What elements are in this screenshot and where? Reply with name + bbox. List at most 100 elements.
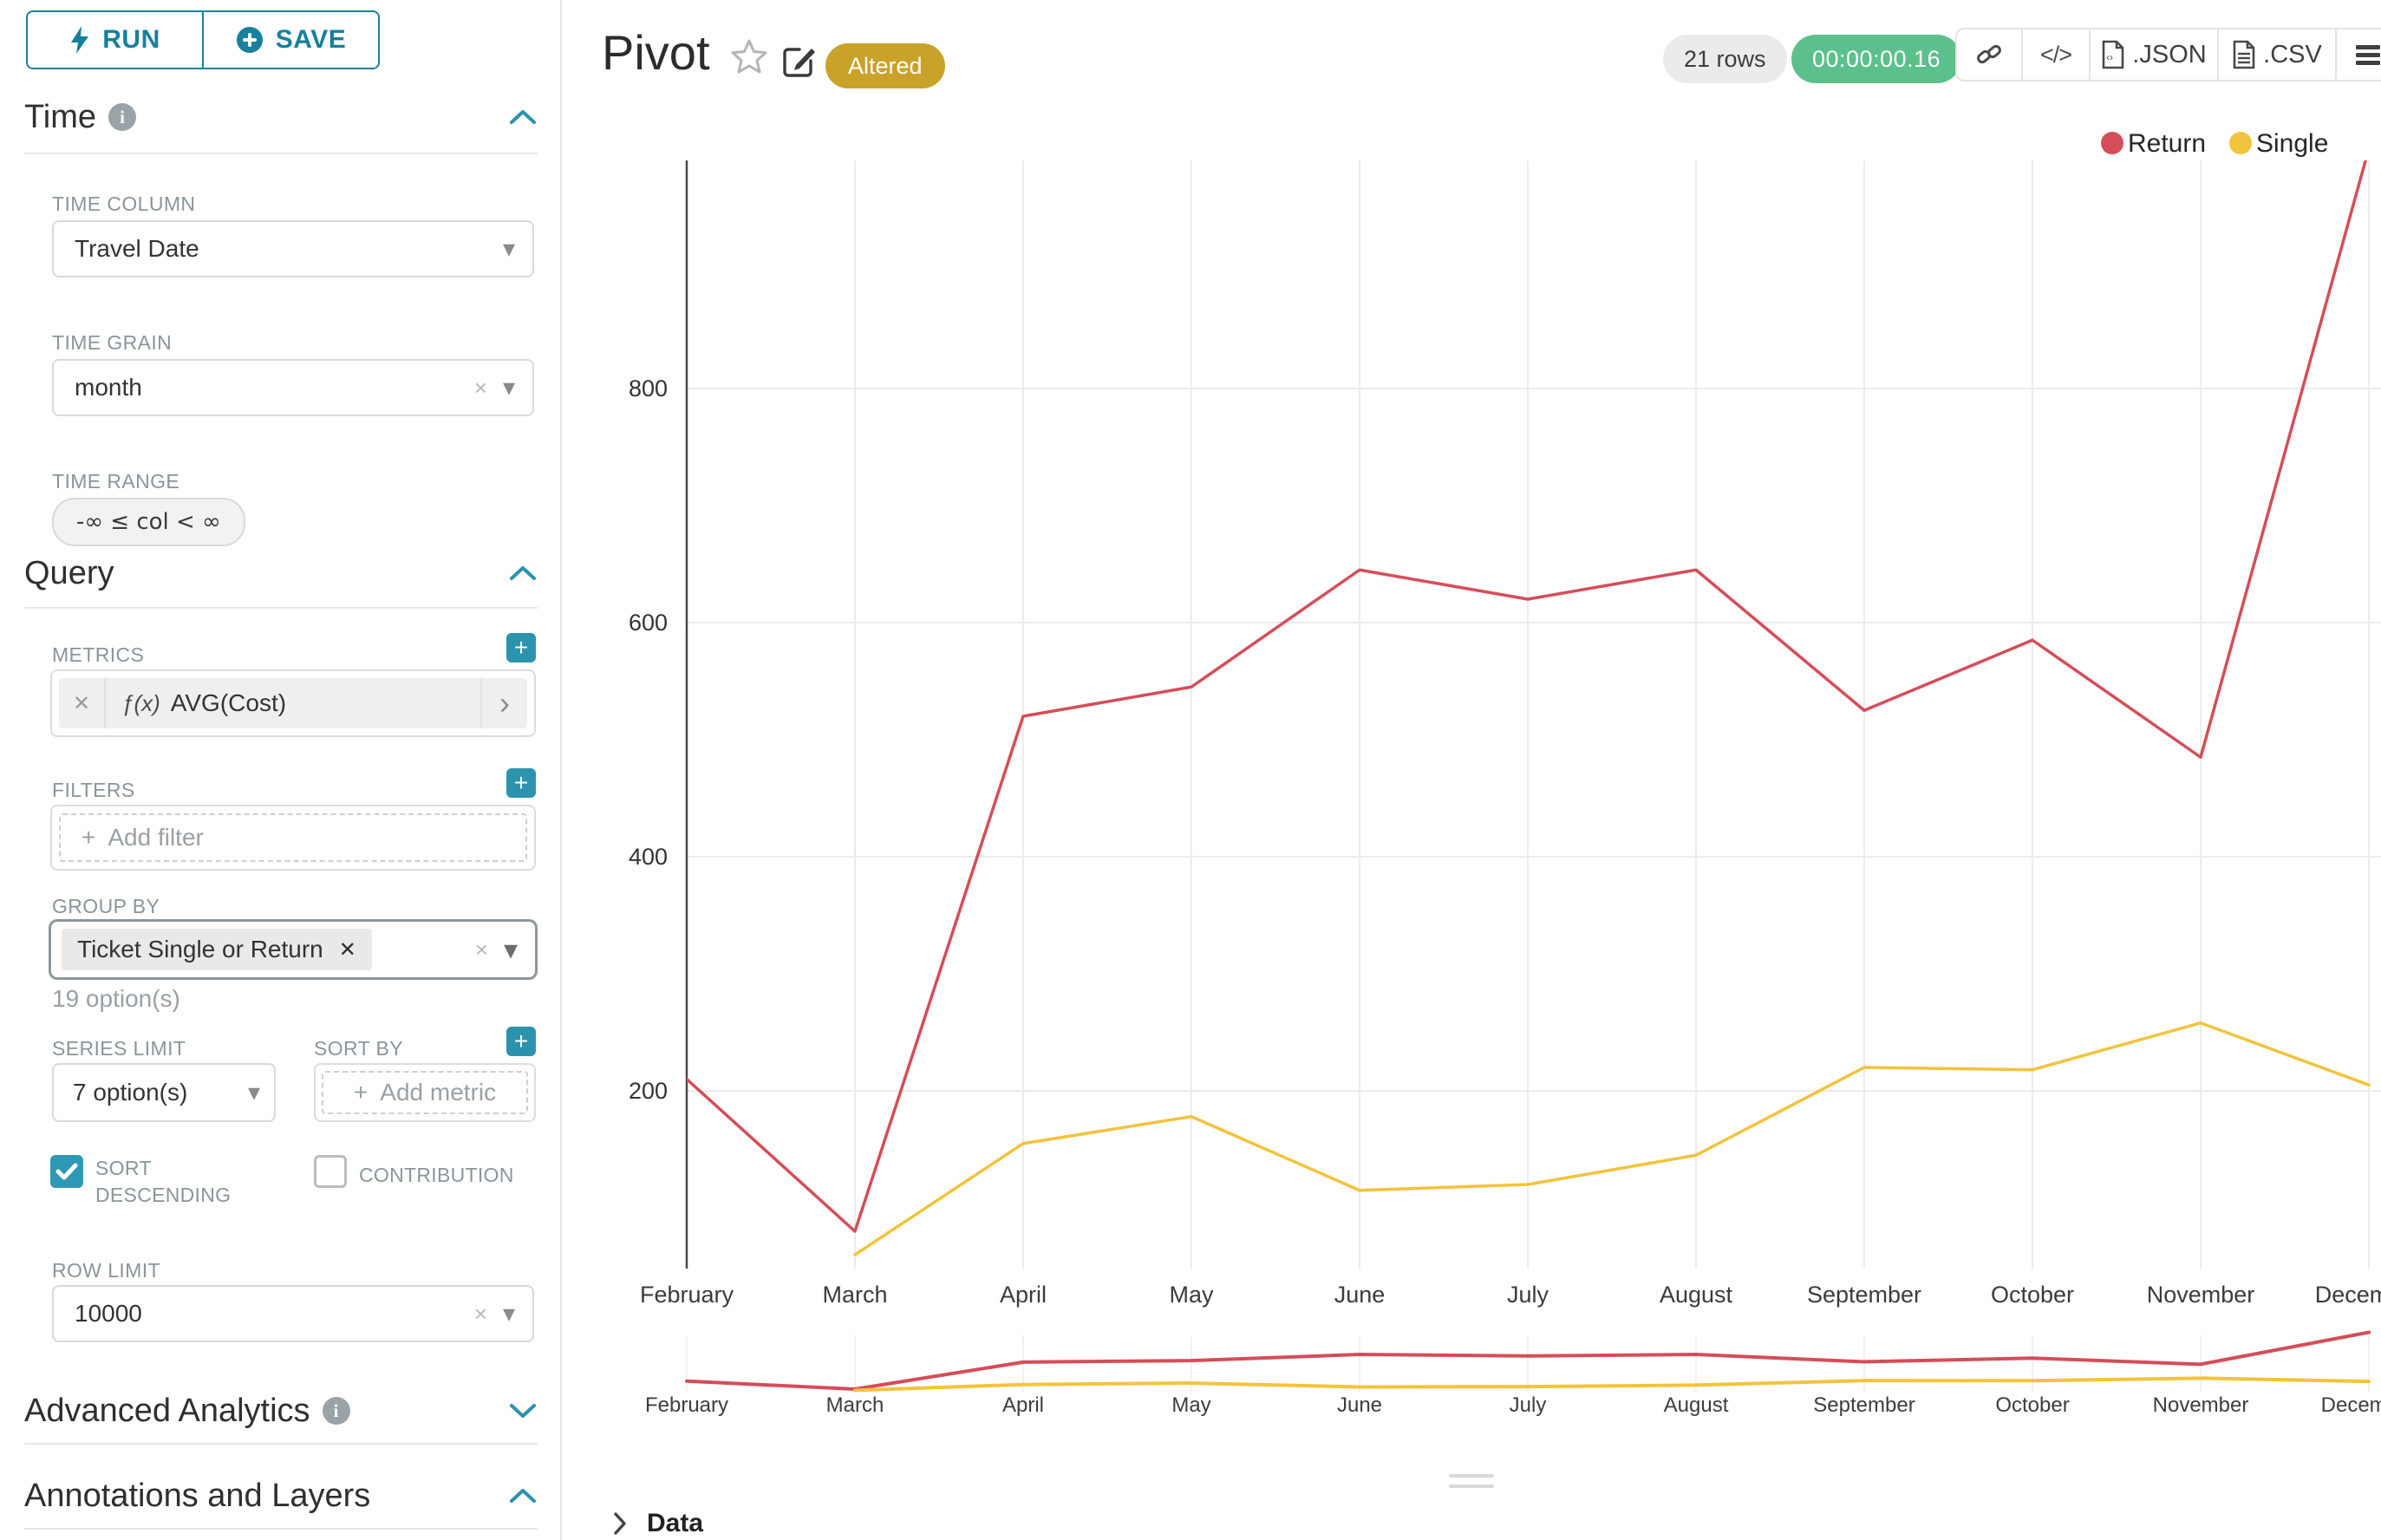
row-limit-select[interactable]: 10000 × ▾ <box>52 1285 534 1342</box>
run-button[interactable]: RUN <box>28 12 202 68</box>
legend-dot <box>2101 132 2123 154</box>
group-by-tag[interactable]: Ticket Single or Return ✕ <box>62 929 372 970</box>
time-grain-label: TIME GRAIN <box>52 331 173 354</box>
annotations-title: Annotations and Layers <box>24 1477 371 1514</box>
x-axis-label: September <box>1807 1282 1921 1308</box>
sort-descending-checkbox[interactable] <box>50 1155 83 1188</box>
mini-x-axis-label: August <box>1664 1393 1729 1417</box>
rows-count-label: 21 rows <box>1684 45 1766 72</box>
more-menu-button[interactable] <box>2335 29 2381 80</box>
chevron-down-icon[interactable] <box>508 1401 538 1420</box>
clear-icon[interactable]: × <box>474 936 488 962</box>
y-axis-tick-label: 600 <box>629 610 668 636</box>
info-icon: i <box>108 103 137 131</box>
time-column-label: TIME COLUMN <box>52 192 196 215</box>
run-save-button-group: RUN SAVE <box>26 10 380 69</box>
query-section-header: Query <box>24 551 538 595</box>
annotations-header: Annotations and Layers <box>24 1474 538 1517</box>
data-panel-toggle[interactable]: Data <box>612 1509 703 1538</box>
add-filter-button[interactable]: + Add filter <box>59 813 527 862</box>
panel-resize-handle[interactable] <box>1449 1474 1494 1488</box>
chevron-up-icon[interactable] <box>508 564 538 583</box>
time-grain-select[interactable]: month × ▾ <box>52 359 534 416</box>
legend-dot <box>2229 132 2252 154</box>
metrics-label: METRICS <box>52 643 145 666</box>
x-axis-label: June <box>1334 1282 1386 1308</box>
remove-tag-icon[interactable]: ✕ <box>338 937 356 962</box>
mini-x-axis-label: May <box>1171 1393 1210 1417</box>
legend-label: Return <box>2128 129 2206 158</box>
x-axis-label: April <box>1000 1282 1047 1308</box>
metric-pill[interactable]: ✕ ƒ(x) AVG(Cost) › <box>59 678 527 728</box>
info-icon: i <box>322 1397 350 1425</box>
chart-title: Pivot <box>602 25 710 80</box>
sort-by-control: + Add metric <box>314 1063 536 1122</box>
remove-metric-icon[interactable]: ✕ <box>59 678 106 728</box>
series-limit-value: 7 option(s) <box>73 1079 188 1106</box>
add-filter-plus-button[interactable]: + <box>506 768 536 798</box>
metric-pill-body[interactable]: ƒ(x) AVG(Cost) <box>106 678 480 728</box>
time-column-select[interactable]: Travel Date ▾ <box>52 220 534 277</box>
svg-text:‹›: ‹› <box>2106 51 2113 63</box>
mini-x-axis-label: June <box>1337 1393 1382 1417</box>
clear-icon[interactable]: × <box>473 374 487 401</box>
row-limit-value: 10000 <box>75 1300 142 1327</box>
query-timer-label: 00:00:00.16 <box>1812 45 1941 72</box>
mini-series-line-single <box>853 1376 2371 1393</box>
add-metric-button[interactable]: + Add metric <box>322 1071 528 1114</box>
plus-icon: + <box>353 1079 369 1106</box>
chevron-down-icon: ▾ <box>502 1300 515 1327</box>
metrics-control: ✕ ƒ(x) AVG(Cost) › <box>50 669 536 737</box>
embed-code-button[interactable]: </> <box>2021 29 2089 80</box>
time-section-title: Time <box>24 98 97 135</box>
chevron-up-icon[interactable] <box>508 1486 538 1505</box>
save-button[interactable]: SAVE <box>202 12 378 68</box>
group-by-tag-label: Ticket Single or Return <box>77 936 323 962</box>
legend-item-single[interactable]: Single <box>2229 129 2328 158</box>
query-section-title: Query <box>24 554 114 591</box>
data-panel-label: Data <box>647 1509 704 1537</box>
favorite-star-icon[interactable] <box>730 38 768 76</box>
chevron-up-icon[interactable] <box>508 108 538 127</box>
add-metric-plus-button[interactable]: + <box>506 633 536 662</box>
x-axis-label: August <box>1660 1282 1733 1308</box>
time-range-label: TIME RANGE <box>52 470 180 493</box>
add-sort-metric-plus-button[interactable]: + <box>506 1027 536 1056</box>
line-chart: 200 400 600 800 February March April May June Jul… <box>629 129 2381 1308</box>
mini-x-axis-label: April <box>1002 1393 1044 1417</box>
copy-link-button[interactable] <box>1957 29 2021 80</box>
mini-x-axis-label: October <box>1995 1393 2069 1417</box>
time-range-control[interactable]: -∞ ≤ col < ∞ <box>52 498 245 546</box>
chevron-right-icon <box>614 1512 626 1535</box>
export-csv-button[interactable]: .CSV <box>2217 29 2335 80</box>
contribution-label: CONTRIBUTION <box>359 1164 514 1186</box>
filters-control: + Add filter <box>50 805 536 871</box>
query-timer-badge: 00:00:00.16 <box>1791 35 1962 83</box>
mini-x-axis-label: November <box>2153 1393 2249 1417</box>
altered-badge[interactable]: Altered <box>825 43 945 88</box>
section-divider <box>24 607 538 609</box>
plus-icon: + <box>82 824 96 851</box>
metric-name: AVG(Cost) <box>170 689 287 716</box>
fx-icon: ƒ(x) <box>121 689 160 716</box>
group-by-select[interactable]: Ticket Single or Return ✕ × ▾ <box>49 919 538 980</box>
mini-x-axis-label: July <box>1510 1393 1547 1417</box>
json-file-icon: ‹› <box>2102 40 2124 69</box>
x-axis-label: May <box>1169 1282 1214 1308</box>
filters-label: FILTERS <box>52 779 135 801</box>
section-divider <box>24 1528 538 1530</box>
series-limit-select[interactable]: 7 option(s) ▾ <box>52 1063 276 1122</box>
export-json-label: .JSON <box>2132 40 2207 69</box>
clear-icon[interactable]: × <box>473 1300 487 1327</box>
run-button-label: RUN <box>102 25 160 54</box>
export-json-button[interactable]: ‹› .JSON <box>2089 29 2217 80</box>
edit-pencil-icon[interactable] <box>782 43 817 78</box>
code-icon: </> <box>2039 41 2072 68</box>
mini-preview-chart[interactable]: February March April May June July August Septe… <box>562 1328 2381 1450</box>
advanced-analytics-header: Advanced Analytics i <box>24 1389 538 1432</box>
contribution-checkbox[interactable] <box>314 1155 347 1188</box>
sort-by-label: SORT BY <box>314 1037 403 1060</box>
legend-item-return[interactable]: Return <box>2101 129 2206 158</box>
y-axis-tick-label: 800 <box>629 375 668 401</box>
metric-expand-arrow[interactable]: › <box>480 678 527 728</box>
